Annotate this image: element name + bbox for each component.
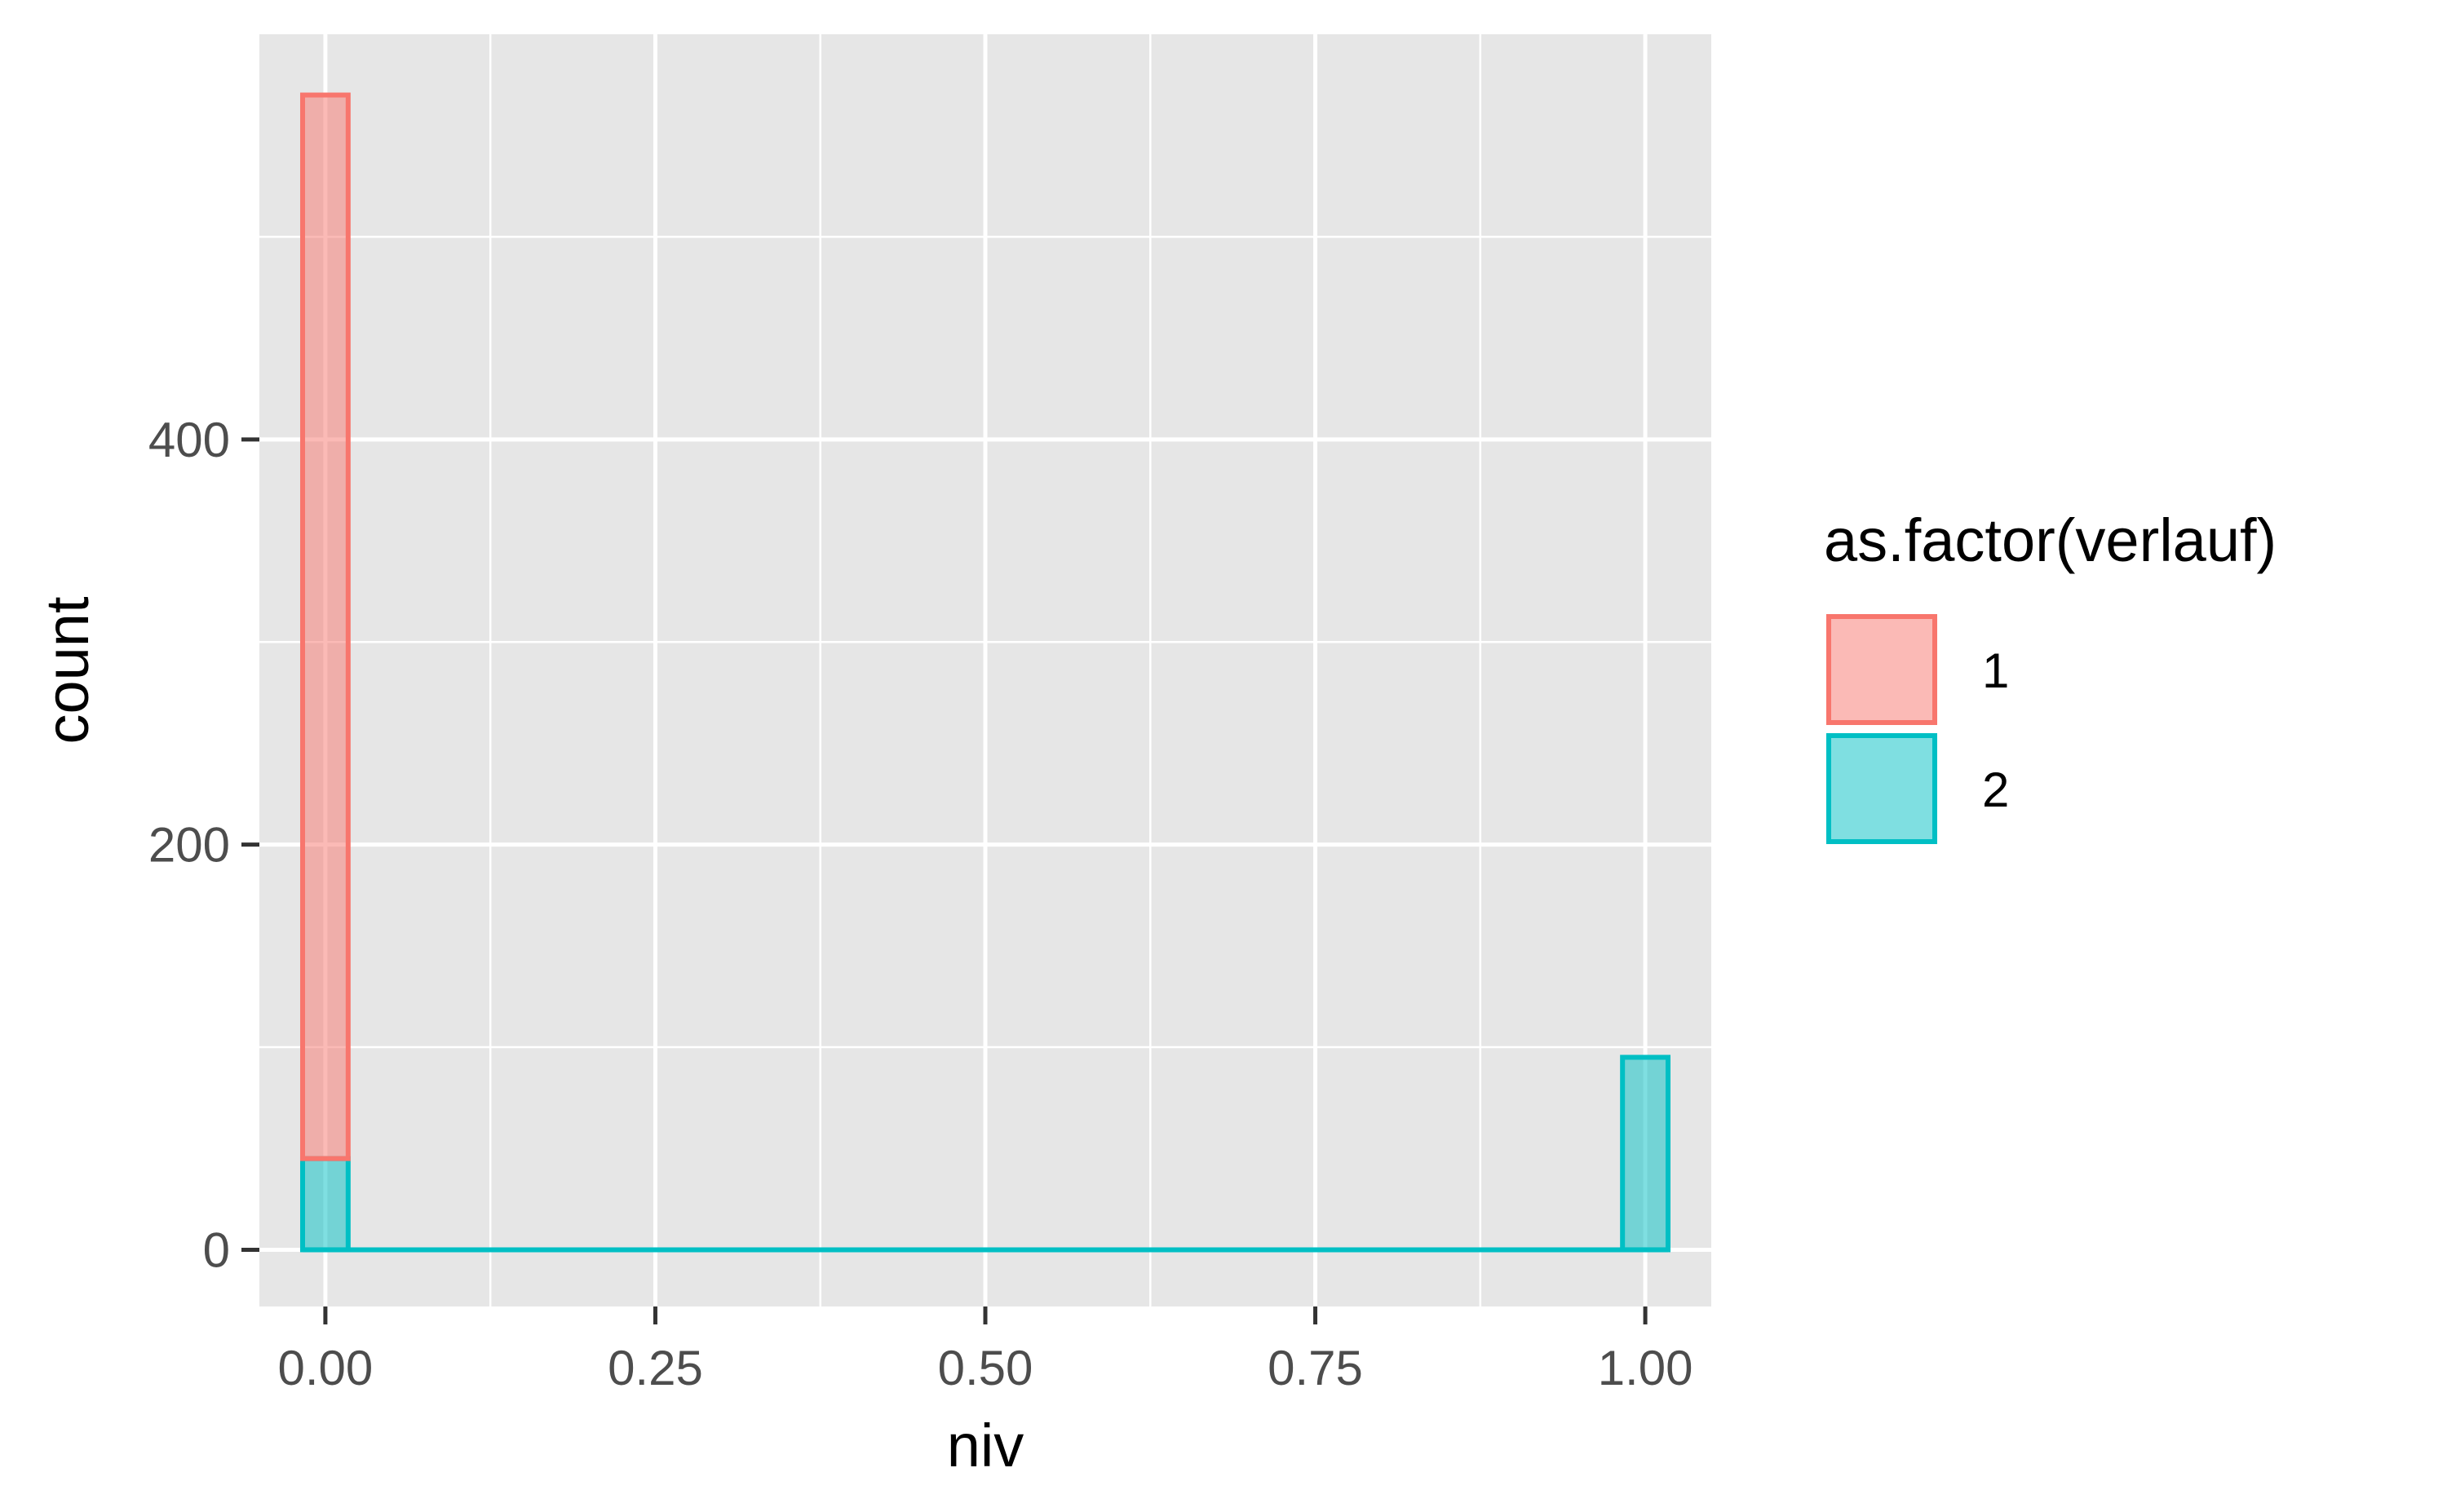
legend: as.factor(verlauf) 1 2 <box>1824 506 2277 844</box>
legend-title: as.factor(verlauf) <box>1824 506 2277 574</box>
bar-series-1-bin-0 <box>299 92 351 1161</box>
x-axis-title: niv <box>947 1412 1024 1479</box>
legend-key-2 <box>1826 733 1937 844</box>
y-tick-label: 400 <box>148 413 230 467</box>
y-axis-title: count <box>33 596 101 744</box>
x-tick-label: 1.00 <box>1598 1341 1693 1395</box>
bar-series-2-bin-0 <box>299 1156 351 1253</box>
y-tick-label: 200 <box>148 818 230 873</box>
x-axis-ticks: 0.00 0.25 0.50 0.75 1.00 <box>278 1306 1693 1395</box>
x-tick-label: 0.75 <box>1268 1341 1363 1395</box>
legend-label-2: 2 <box>1982 763 2009 817</box>
x-tick-label: 0.25 <box>608 1341 703 1395</box>
y-tick-label: 0 <box>203 1222 230 1277</box>
legend-key-1 <box>1826 614 1937 725</box>
x-tick-label: 0.50 <box>938 1341 1033 1395</box>
bar-series-2-bin-1 <box>1620 1054 1671 1253</box>
histogram-bars <box>299 92 1671 1253</box>
x-tick-label: 0.00 <box>278 1341 374 1395</box>
y-axis-ticks: 0 200 400 <box>148 413 259 1277</box>
legend-label-1: 1 <box>1982 643 2009 698</box>
